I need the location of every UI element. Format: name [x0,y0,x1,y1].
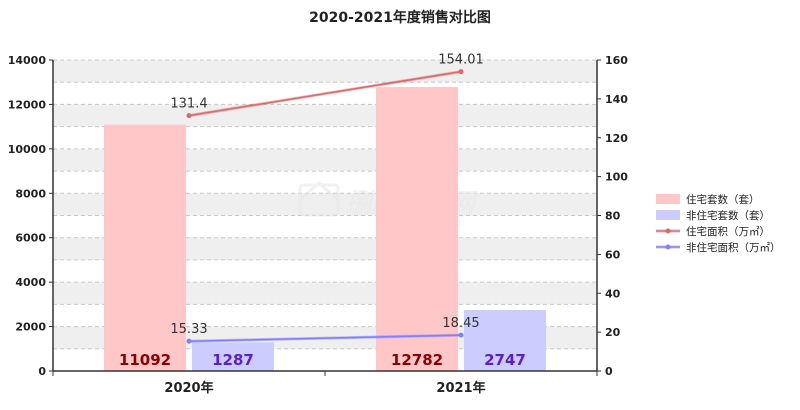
right-tick-label: 40 [605,287,621,300]
bar [376,87,458,371]
series-line [188,70,462,117]
legend-swatch [656,194,680,204]
series-line [188,334,462,342]
bar-value-label: 2747 [484,351,526,369]
legend-label: 非住宅面积（万㎡） [686,241,781,254]
left-axis-ticks: 0 2000 4000 6000 8000 10000 12000 14000 [8,54,53,378]
bar [192,342,274,371]
legend-marker [665,244,671,250]
left-tick-label: 4000 [15,276,46,289]
series-point [186,338,192,344]
grid-band [53,60,597,83]
legend-label: 住宅面积（万㎡） [686,225,770,238]
left-tick-label: 2000 [15,321,46,334]
legend-swatch [656,210,680,220]
bar [464,309,546,371]
bar-value-label: 12782 [391,351,443,369]
legend-label: 非住宅套数（套） [686,209,770,222]
legend-label: 住宅套数（套） [686,193,760,206]
grid-band [53,282,597,305]
right-tick-label: 140 [605,93,628,106]
grid-band [53,237,597,260]
line-value-label: 154.01 [438,53,484,68]
legend-marker [665,228,671,234]
left-tick-label: 0 [38,365,46,378]
left-tick-label: 10000 [8,143,47,156]
right-tick-label: 0 [605,365,613,378]
left-tick-label: 14000 [8,54,47,67]
series-point [186,113,192,119]
left-tick-label: 8000 [15,187,46,200]
bar-value-label: 11092 [119,351,171,369]
line-value-label: 15.33 [170,322,207,337]
right-tick-label: 160 [605,54,628,67]
category-label: 2021年 [436,380,485,396]
line-value-label: 131.4 [170,97,207,112]
right-tick-label: 80 [605,210,621,223]
bar [104,124,186,371]
grid-band [53,148,597,172]
x-axis-labels: 2020年 2021年 [164,380,485,396]
line-layer [186,69,464,344]
bar-label-layer: 11092 1287 12782 2747 [119,351,526,369]
right-axis-ticks: 0 20 40 60 80 100 120 140 160 [597,54,628,378]
legend: 住宅套数（套） 非住宅套数（套） 住宅面积（万㎡） 非住宅面积（万㎡） [656,193,781,254]
grid-band [53,193,597,216]
line-value-label: 18.45 [442,316,479,331]
category-label: 2020年 [164,380,213,396]
bar-layer [104,87,546,371]
right-tick-label: 20 [605,326,621,339]
right-tick-label: 100 [605,171,628,184]
grid-band [53,104,597,127]
series-point [458,332,464,338]
left-tick-label: 12000 [8,98,47,111]
right-tick-label: 60 [605,248,621,261]
chart-title: 2020-2021年度销售对比图 [309,9,491,26]
left-tick-label: 6000 [15,232,46,245]
right-tick-label: 120 [605,132,628,145]
series-point [458,69,464,75]
line-label-layer: 131.4 154.01 15.33 18.45 [170,53,483,338]
bar-value-label: 1287 [212,351,254,369]
